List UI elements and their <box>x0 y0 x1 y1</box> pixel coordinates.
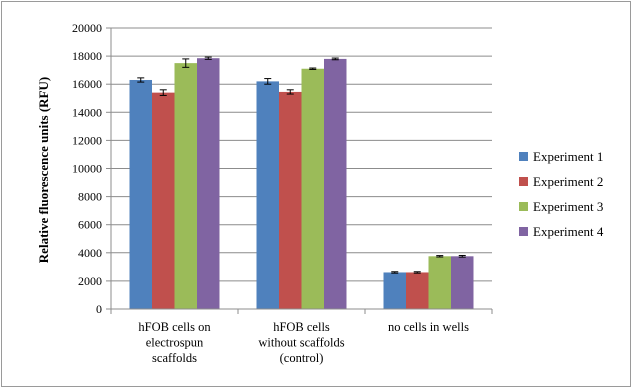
error-bars <box>137 56 466 274</box>
bar <box>174 63 197 309</box>
y-tick-label: 16000 <box>72 77 102 91</box>
x-tick-label: electrospun <box>146 336 204 350</box>
legend-label: Experiment 1 <box>533 149 603 164</box>
y-tick-label: 6000 <box>78 218 102 232</box>
bar <box>406 272 429 309</box>
axes <box>106 27 493 314</box>
bar <box>324 58 347 309</box>
bar <box>256 81 279 309</box>
bar <box>301 68 324 310</box>
y-tick-labels: 0 2000 4000 6000 8000 10000 12000 14000 16000 180… <box>72 21 102 316</box>
y-tick-label: 18000 <box>72 49 102 63</box>
bar <box>197 58 220 309</box>
legend-swatch <box>519 202 528 211</box>
legend-swatch <box>519 152 528 161</box>
y-tick-label: 8000 <box>78 190 102 204</box>
x-tick-label: without scaffolds <box>258 336 344 350</box>
x-tick-label: no cells in wells <box>388 320 469 334</box>
bar <box>451 256 474 309</box>
legend-label: Experiment 2 <box>533 174 603 189</box>
x-tick-label: hFOB cells on <box>138 320 211 334</box>
legend-swatch <box>519 177 528 186</box>
bar <box>152 92 175 309</box>
x-tick-label: scaffolds <box>152 351 197 365</box>
bar <box>279 91 302 310</box>
bar <box>129 79 152 309</box>
y-tick-label: 14000 <box>72 105 102 119</box>
bars <box>129 58 474 310</box>
y-tick-label: 10000 <box>72 162 102 176</box>
legend: Experiment 1 Experiment 2 Experiment 3 Expe… <box>519 149 604 239</box>
legend-label: Experiment 4 <box>533 224 604 239</box>
legend-label: Experiment 3 <box>533 199 603 214</box>
y-tick-label: 2000 <box>78 274 102 288</box>
bar <box>383 272 406 309</box>
y-tick-label: 20000 <box>72 21 102 35</box>
bar <box>428 256 451 309</box>
legend-swatch <box>519 227 528 236</box>
y-tick-label: 0 <box>96 302 102 316</box>
y-tick-label: 12000 <box>72 133 102 147</box>
x-tick-label: (control) <box>280 351 324 365</box>
x-tick-label: hFOB cells <box>273 320 330 334</box>
y-tick-label: 4000 <box>78 246 102 260</box>
y-axis-label: Relative fluorescence units (RFU) <box>36 77 51 263</box>
